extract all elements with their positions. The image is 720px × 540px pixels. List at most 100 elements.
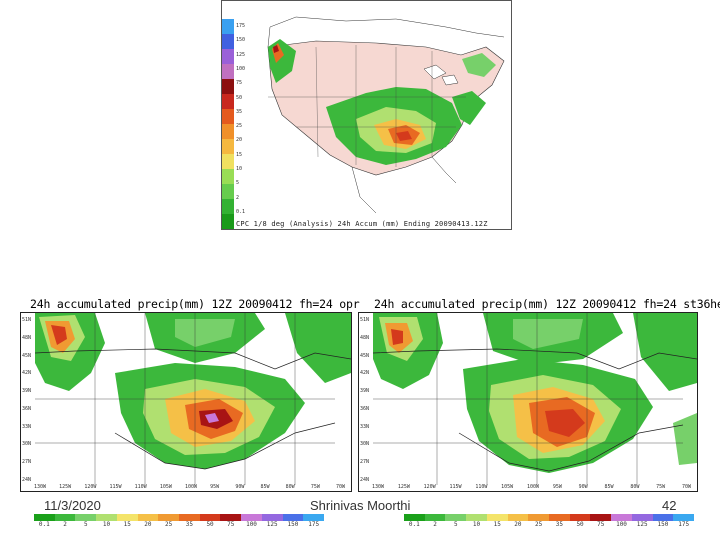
colorbar-label: 15 — [493, 521, 501, 528]
latitude-tick-label: 30N — [22, 441, 32, 448]
longitude-tick-label: 90W — [235, 484, 245, 490]
observed-colorbar-swatch — [222, 154, 234, 169]
observed-colorbar-tick: 175 — [236, 23, 246, 29]
observed-colorbar-swatch — [222, 124, 234, 139]
observed-colorbar-swatch — [222, 64, 234, 79]
colorbar-swatch — [303, 514, 325, 521]
observed-colorbar-swatch — [222, 94, 234, 109]
observed-colorbar-tick: 50 — [236, 94, 243, 101]
colorbar-swatch — [486, 514, 508, 521]
forecast-st36he-colorbar-labels: 0.1 2 5 10 15 20 25 35 50 75 100 125 150 175 — [404, 521, 694, 529]
longitude-tick-label: 100W — [527, 484, 540, 490]
observed-colorbar-tick: 2 — [236, 194, 240, 201]
forecast-st36he-lon-ticks: 130W 125W 120W 115W 110W 105W 100W 95W 90W 85W 80W… — [372, 484, 696, 492]
observed-colorbar-tick: 0.1 — [236, 209, 246, 215]
latitude-tick-label: 30N — [360, 441, 370, 448]
latitude-tick-label: 24N — [360, 477, 370, 483]
colorbar-label: 25 — [535, 521, 543, 528]
longitude-tick-label: 75W — [310, 484, 320, 490]
observed-colorbar-swatch — [222, 34, 234, 49]
colorbar-swatch — [549, 514, 570, 521]
observed-colorbar-tick: 20 — [236, 137, 243, 144]
observed-colorbar-tick: 25 — [236, 123, 243, 130]
observed-colorbar-swatch — [222, 49, 234, 64]
latitude-tick-label: 45N — [22, 352, 32, 359]
latitude-tick-label: 39N — [360, 388, 370, 395]
observed-colorbar-swatch — [222, 184, 234, 199]
colorbar-label: 15 — [123, 521, 131, 528]
colorbar-label: 10 — [102, 521, 111, 528]
longitude-tick-label: 85W — [260, 484, 270, 490]
forecast-opr-colorbar-wrap: 0.1 2 5 10 15 20 25 35 50 75 100 125 150 175 — [34, 514, 325, 529]
forecast-opr-colorbar-labels: 0.1 2 5 10 15 20 25 35 50 75 100 125 150 175 — [34, 521, 324, 529]
colorbar-swatch — [569, 514, 591, 521]
latitude-tick-label: 51N — [22, 317, 32, 323]
colorbar-label: 150 — [287, 521, 299, 528]
colorbar-label: 75 — [227, 521, 235, 528]
colorbar-swatch — [179, 514, 200, 521]
longitude-tick-label: 125W — [397, 484, 410, 490]
observed-colorbar-swatch — [222, 19, 234, 34]
footer-page-number: 42 — [662, 498, 677, 513]
longitude-tick-label: 105W — [159, 484, 172, 490]
colorbar-label: 50 — [206, 521, 214, 528]
longitude-tick-label: 95W — [552, 484, 562, 490]
colorbar-label: 0.1 — [38, 521, 50, 528]
latitude-tick-label: 42N — [22, 370, 32, 377]
observed-caption: CPC 1/8 deg (Analysis) 24h Accum (mm) En… — [236, 220, 488, 228]
observed-colorbar-swatch — [222, 79, 234, 94]
observed-colorbar-swatch — [222, 169, 234, 184]
observed-colorbar-tick: 15 — [236, 151, 243, 158]
colorbar-swatch — [158, 514, 180, 521]
forecast-st36he-title: 24h accumulated precip(mm) 12Z 20090412 … — [374, 297, 720, 311]
forecast-opr-plot — [35, 313, 351, 485]
observed-colorbar — [222, 19, 234, 229]
latitude-tick-label: 24N — [22, 477, 32, 483]
latitude-tick-label: 27N — [22, 459, 32, 466]
longitude-tick-label: 95W — [210, 484, 220, 490]
colorbar-label: 125 — [636, 521, 648, 528]
observed-colorbar-tick: 10 — [236, 166, 243, 173]
latitude-tick-label: 39N — [22, 388, 32, 395]
colorbar-label: 50 — [576, 521, 584, 528]
longitude-tick-label: 120W — [423, 484, 436, 490]
longitude-tick-label: 80W — [285, 484, 295, 490]
colorbar-swatch — [445, 514, 467, 521]
longitude-tick-label: 75W — [656, 484, 666, 490]
longitude-tick-label: 125W — [59, 484, 72, 490]
observed-colorbar-tick: 100 — [236, 65, 246, 72]
colorbar-swatch — [673, 514, 695, 521]
forecast-st36he-colorbar — [404, 514, 695, 521]
observed-colorbar-swatch — [222, 109, 234, 124]
latitude-tick-label: 48N — [22, 334, 32, 341]
forecast-st36he-plot — [373, 313, 697, 485]
latitude-tick-label: 36N — [22, 405, 32, 412]
colorbar-swatch — [424, 514, 446, 521]
longitude-tick-label: 130W — [34, 484, 47, 490]
colorbar-label: 25 — [165, 521, 173, 528]
observed-colorbar-swatch — [222, 214, 234, 229]
colorbar-swatch — [137, 514, 159, 521]
forecast-st36he-map: 51N 48N 45N 42N 39N 36N 33N 30N 27N 24N — [358, 312, 698, 492]
longitude-tick-label: 110W — [475, 484, 488, 490]
latitude-tick-label: 51N — [360, 317, 370, 323]
colorbar-label: 75 — [597, 521, 605, 528]
colorbar-label: 2 — [63, 521, 67, 528]
longitude-tick-label: 110W — [134, 484, 147, 490]
colorbar-swatch — [507, 514, 529, 521]
observed-us-map — [267, 16, 505, 214]
colorbar-label: 125 — [266, 521, 278, 528]
longitude-tick-label: 100W — [185, 484, 198, 490]
colorbar-label: 2 — [433, 521, 437, 528]
latitude-tick-label: 48N — [360, 334, 370, 341]
colorbar-swatch — [590, 514, 612, 521]
footer-date: 11/3/2020 — [44, 498, 101, 513]
colorbar-swatch — [199, 514, 221, 521]
longitude-tick-label: 90W — [578, 484, 588, 490]
forecast-opr-map: 51N 48N 45N 42N 39N 36N 33N 30N 27N 24N — [20, 312, 352, 492]
colorbar-label: 175 — [308, 521, 320, 528]
colorbar-label: 100 — [246, 521, 257, 528]
longitude-tick-label: 80W — [630, 484, 640, 490]
colorbar-swatch — [34, 514, 55, 521]
observed-colorbar-swatch — [222, 199, 234, 214]
